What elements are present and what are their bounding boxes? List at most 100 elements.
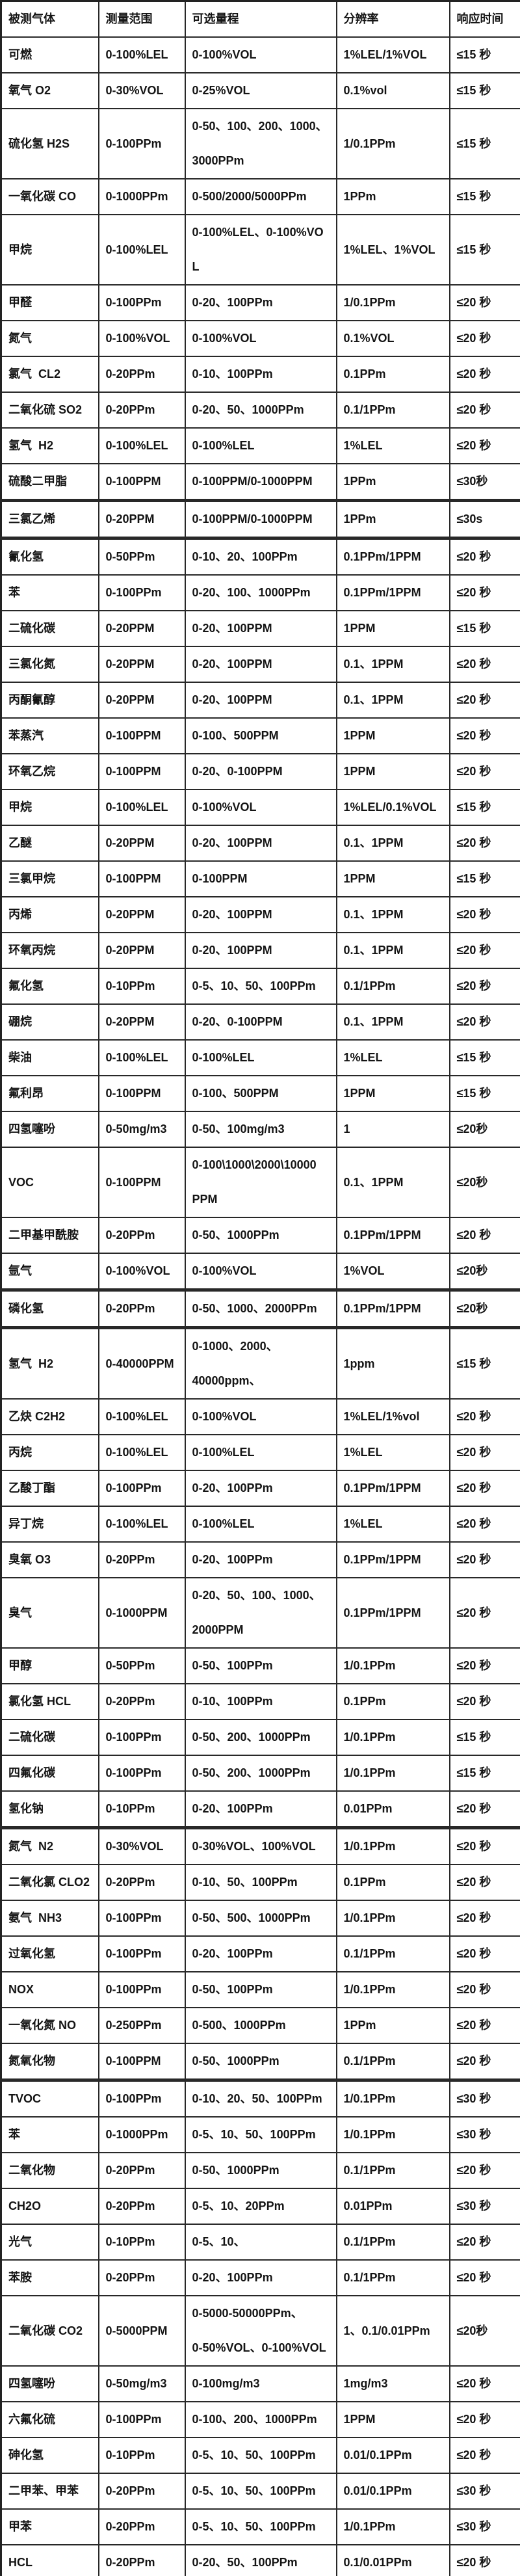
cell-resolution: 0.1PPm bbox=[335, 1683, 450, 1720]
cell-gas: 环氧丙烷 bbox=[0, 932, 99, 969]
cell-options: 0-100%VOL bbox=[184, 320, 337, 357]
cell-response: ≤20 秒 bbox=[448, 1434, 520, 1471]
cell-range: 0-100%LEL bbox=[98, 789, 186, 826]
cell-response: ≤20 秒 bbox=[448, 2365, 520, 2402]
cell-range: 0-100PPM bbox=[98, 1147, 186, 1218]
cell-gas: 一氧化氮 NO bbox=[0, 2007, 99, 2044]
table-row: 二硫化碳 0-100PPm 0-50、200、1000PPm 1/0.1PPm ≤15 … bbox=[0, 1719, 520, 1756]
cell-options: 0-100PPM/0-1000PPM bbox=[184, 463, 337, 502]
cell-range: 0-30%VOL bbox=[98, 72, 186, 109]
cell-response: ≤20 秒 bbox=[448, 2437, 520, 2474]
cell-range: 0-100%LEL bbox=[98, 427, 186, 464]
cell-resolution: 1%LEL、1%VOL bbox=[335, 214, 450, 285]
table-row: 氰化氢 0-50PPm 0-10、20、100PPm 0.1PPm/1PPM ≤20 秒 bbox=[0, 537, 520, 576]
cell-response: ≤20 秒 bbox=[448, 284, 520, 321]
cell-resolution: 0.1/1PPm bbox=[335, 2259, 450, 2296]
table-row: 甲烷 0-100%LEL 0-100%VOL 1%LEL/0.1%VOL ≤15 秒 bbox=[0, 789, 520, 826]
cell-options: 0-20、100PPm bbox=[184, 2259, 337, 2296]
table-row: CH2O 0-20PPm 0-5、10、20PPm 0.01PPm ≤30 秒 bbox=[0, 2188, 520, 2225]
cell-gas: 甲烷 bbox=[0, 789, 99, 826]
cell-resolution: 1%LEL/0.1%VOL bbox=[335, 789, 450, 826]
cell-range: 0-100%LEL bbox=[98, 1398, 186, 1435]
cell-range: 0-1000PPM bbox=[98, 1577, 186, 1649]
cell-gas: 氩气 bbox=[0, 1253, 99, 1292]
cell-gas: 甲烷 bbox=[0, 214, 99, 285]
table-row: HCL 0-20PPm 0-20、50、100PPm 0.1/0.01PPm ≤20 秒 bbox=[0, 2544, 520, 2576]
cell-range: 0-20PPm bbox=[98, 356, 186, 393]
table-row: 苯蒸汽 0-100PPM 0-100、500PPM 1PPM ≤20 秒 bbox=[0, 717, 520, 754]
cell-range: 0-10PPm bbox=[98, 2437, 186, 2474]
cell-range: 0-1000PPm bbox=[98, 178, 186, 215]
cell-gas: NOX bbox=[0, 1971, 99, 2008]
cell-gas: 二硫化碳 bbox=[0, 1719, 99, 1756]
cell-response: ≤30 秒 bbox=[448, 2116, 520, 2153]
cell-options: 0-100、500PPM bbox=[184, 1075, 337, 1112]
cell-gas: 乙炔 C2H2 bbox=[0, 1398, 99, 1435]
cell-range: 0-5000PPM bbox=[98, 2295, 186, 2367]
cell-gas: 硫化氢 H2S bbox=[0, 108, 99, 179]
cell-resolution: 0.1%vol bbox=[335, 72, 450, 109]
cell-gas: 三氯甲烷 bbox=[0, 860, 99, 897]
cell-options: 0-5、10、50、100PPm bbox=[184, 968, 337, 1005]
cell-options: 0-50、200、1000PPm bbox=[184, 1755, 337, 1792]
cell-gas: 砷化氢 bbox=[0, 2437, 99, 2474]
cell-resolution: 1PPm bbox=[335, 463, 450, 502]
cell-options: 0-100\1000\2000\10000 PPM bbox=[184, 1147, 337, 1218]
cell-range: 0-100PPm bbox=[98, 574, 186, 611]
table-row: 氢气 H2 0-40000PPM 0-1000、2000、 40000ppm、 1pp… bbox=[0, 1327, 520, 1400]
cell-options: 0-5000-50000PPm、 0-50%VOL、0-100%VOL bbox=[184, 2295, 337, 2367]
cell-options: 0-100%VOL bbox=[184, 36, 337, 73]
cell-resolution: 1/0.1PPm bbox=[335, 2079, 450, 2118]
cell-options: 0-100PPM/0-1000PPM bbox=[184, 499, 337, 540]
cell-range: 0-100PPm bbox=[98, 1935, 186, 1972]
cell-range: 0-20PPm bbox=[98, 2473, 186, 2510]
table-row: 丙烯 0-20PPM 0-20、100PPM 0.1、1PPM ≤20 秒 bbox=[0, 896, 520, 933]
table-row: 氟化氢 0-10PPm 0-5、10、50、100PPm 0.1/1PPm ≤20 秒 bbox=[0, 968, 520, 1005]
cell-range: 0-20PPm bbox=[98, 2259, 186, 2296]
cell-resolution: 1/0.1PPm bbox=[335, 2508, 450, 2545]
cell-gas: 苯蒸汽 bbox=[0, 717, 99, 754]
cell-gas: 可燃 bbox=[0, 36, 99, 73]
cell-range: 0-100PPm bbox=[98, 1900, 186, 1937]
cell-range: 0-100PPM bbox=[98, 717, 186, 754]
cell-resolution: 0.1、1PPM bbox=[335, 646, 450, 683]
cell-range: 0-20PPm bbox=[98, 2508, 186, 2545]
table-row: 氢化钠 0-10PPm 0-20、100PPm 0.01PPm ≤20 秒 bbox=[0, 1790, 520, 1829]
cell-gas: 苯 bbox=[0, 574, 99, 611]
cell-range: 0-100PPm bbox=[98, 1755, 186, 1792]
cell-gas: 二甲苯、甲苯 bbox=[0, 2473, 99, 2510]
table-row: 硼烷 0-20PPM 0-20、0-100PPM 0.1、1PPM ≤20 秒 bbox=[0, 1003, 520, 1041]
cell-range: 0-100%LEL bbox=[98, 36, 186, 73]
cell-gas: 氧气 O2 bbox=[0, 72, 99, 109]
cell-options: 0-20、100PPM bbox=[184, 610, 337, 647]
cell-range: 0-20PPM bbox=[98, 499, 186, 540]
cell-options: 0-500、1000PPm bbox=[184, 2007, 337, 2044]
cell-response: ≤30 秒 bbox=[448, 2079, 520, 2118]
table-row: 苯胺 0-20PPm 0-20、100PPm 0.1/1PPm ≤20 秒 bbox=[0, 2259, 520, 2296]
cell-response: ≤30 秒 bbox=[448, 2473, 520, 2510]
table-row: 二氧化氯 CLO2 0-20PPm 0-10、50、100PPm 0.1PPm ≤20 … bbox=[0, 1864, 520, 1901]
cell-range: 0-250PPm bbox=[98, 2007, 186, 2044]
cell-gas: 氢化钠 bbox=[0, 1790, 99, 1829]
table-row: 六氟化硫 0-100PPm 0-100、200、1000PPm 1PPM ≤20 秒 bbox=[0, 2401, 520, 2438]
cell-response: ≤30s bbox=[448, 499, 520, 540]
cell-response: ≤30 秒 bbox=[448, 2188, 520, 2225]
table-row: 光气 0-10PPm 0-5、10、 0.1/1PPm ≤20 秒 bbox=[0, 2224, 520, 2261]
cell-response: ≤20 秒 bbox=[448, 1398, 520, 1435]
cell-response: ≤20 秒 bbox=[448, 825, 520, 862]
table-row: 二氧化碳 CO2 0-5000PPM 0-5000-50000PPm、 0-50%V… bbox=[0, 2295, 520, 2367]
cell-response: ≤15 秒 bbox=[448, 72, 520, 109]
cell-options: 0-20、100PPM bbox=[184, 896, 337, 933]
cell-resolution: 1PPM bbox=[335, 2401, 450, 2438]
table-row: 氮氧化物 0-100PPM 0-50、1000PPm 0.1/1PPm ≤20 秒 bbox=[0, 2043, 520, 2082]
table-row: 环氧乙烷 0-100PPM 0-20、0-100PPM 1PPM ≤20 秒 bbox=[0, 753, 520, 790]
cell-response: ≤20 秒 bbox=[448, 2007, 520, 2044]
table-row: 可燃 0-100%LEL 0-100%VOL 1%LEL/1%VOL ≤15 秒 bbox=[0, 36, 520, 73]
cell-gas: 甲醇 bbox=[0, 1647, 99, 1684]
cell-gas: 硼烷 bbox=[0, 1003, 99, 1041]
cell-response: ≤20 秒 bbox=[448, 392, 520, 429]
table-row: 苯 0-100PPm 0-20、100、1000PPm 0.1PPm/1PPM ≤20 … bbox=[0, 574, 520, 611]
cell-gas: 硫酸二甲脂 bbox=[0, 463, 99, 502]
